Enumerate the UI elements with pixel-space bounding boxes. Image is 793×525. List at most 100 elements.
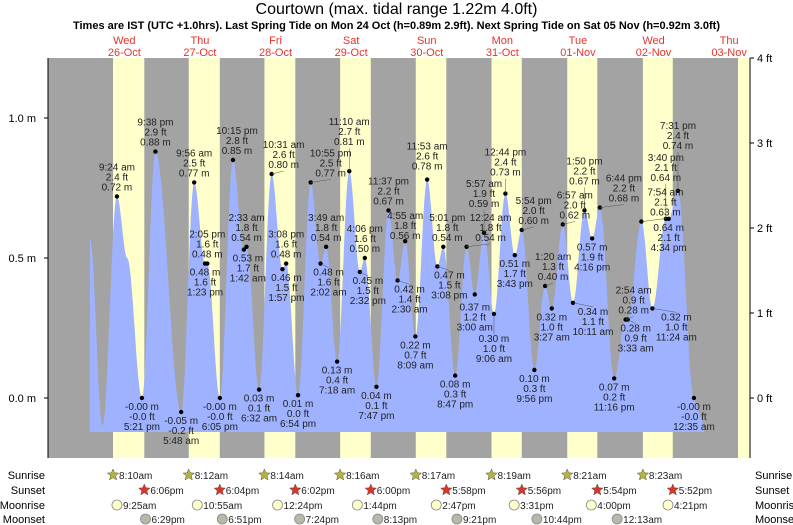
tide-label: 1.7 ft xyxy=(504,269,526,280)
tide-label: 0.9 ft xyxy=(625,334,647,345)
tide-label: 0.68 m xyxy=(609,194,640,205)
chart-title: Courtown (max. tidal range 1.22m 4.0ft) xyxy=(255,1,538,18)
tide-point xyxy=(424,177,430,182)
tide-label: 0.48 m xyxy=(313,268,344,279)
moonrise-time: 12:24pm xyxy=(284,501,323,512)
tide-point xyxy=(666,216,671,221)
tide-label: 2:30 am xyxy=(392,304,428,315)
tide-label: 0.42 m xyxy=(394,284,425,295)
moonset-row-label-right: Moonset xyxy=(755,514,793,525)
tide-label: 1.8 ft xyxy=(394,221,416,232)
tide-label: 11:53 am xyxy=(407,142,448,153)
tide-label: 0.54 m xyxy=(231,233,262,244)
day-date: 31-Oct xyxy=(486,47,519,59)
tide-label: 0.28 m xyxy=(618,306,649,317)
tide-label: 9:56 am xyxy=(176,148,212,159)
tide-label: 2.5 ft xyxy=(320,158,342,169)
moonset-icon xyxy=(372,513,384,525)
left-axis-tick-label: 0.0 m xyxy=(8,393,36,405)
left-axis-tick-label: 0.5 m xyxy=(8,253,36,265)
day-name: Thu xyxy=(720,35,739,47)
tide-point xyxy=(650,306,655,311)
tide-label: 2.9 ft xyxy=(144,128,166,139)
tide-label: 8:47 pm xyxy=(437,400,473,411)
tide-label: 0.40 m xyxy=(538,272,569,283)
tide-label: 0.48 m xyxy=(190,268,221,279)
tide-label: 5:48 am xyxy=(163,436,199,447)
day-date: 27-Oct xyxy=(183,47,216,59)
tide-label: 0.1 ft xyxy=(248,404,270,415)
moonset-row-label: Moonset xyxy=(3,514,45,525)
tide-label: 0.7 ft xyxy=(404,350,426,361)
sunset-icon xyxy=(666,483,680,496)
tide-label: 1.7 ft xyxy=(237,264,259,275)
tide-label: 2.6 ft xyxy=(416,152,438,163)
tide-label: 2.8 ft xyxy=(226,136,248,147)
tide-label-leader xyxy=(652,308,677,313)
tide-label: 0.67 m xyxy=(373,196,404,207)
left-axis-tick-label: 1.0 m xyxy=(8,113,36,125)
tide-label: 0.54 m xyxy=(311,233,342,244)
right-axis-tick-label: 4 ft xyxy=(757,53,772,65)
tide-point xyxy=(386,208,391,213)
tide-label: 1.6 ft xyxy=(275,240,297,251)
sunset-icon xyxy=(590,483,604,496)
tide-label: 4:06 pm xyxy=(347,224,383,235)
tide-label: 2.2 ft xyxy=(573,166,595,177)
sunset-icon xyxy=(137,483,151,496)
tide-label: 0.63 m xyxy=(650,208,681,219)
tide-label: 0.81 m xyxy=(334,137,365,148)
tide-label: 0.3 ft xyxy=(523,384,545,395)
tide-point xyxy=(549,306,554,311)
moonrise-icon xyxy=(191,499,203,511)
tide-label: 0.53 m xyxy=(233,254,264,265)
tide-label-leader xyxy=(521,226,534,231)
sunrise-icon xyxy=(182,468,196,481)
tide-label-leader xyxy=(397,280,410,285)
tide-label: 0.74 m xyxy=(663,141,694,152)
moonset-icon xyxy=(294,513,306,525)
day-name: Wed xyxy=(113,35,135,47)
right-axis-tick-label: 0 ft xyxy=(757,393,772,405)
right-axis-tick-label: 2 ft xyxy=(757,223,772,235)
sunset-icon xyxy=(364,483,378,496)
tide-label: 0.62 m xyxy=(560,210,591,221)
tide-label: 2:33 am xyxy=(228,213,264,224)
sunset-time: 5:58pm xyxy=(452,486,485,497)
tide-label: 3:49 am xyxy=(308,213,344,224)
tide-point xyxy=(280,267,285,272)
day-name: Sat xyxy=(343,35,360,47)
tide-point xyxy=(395,278,400,283)
tide-label: 0.54 m xyxy=(475,233,506,244)
moonrise-time: 9:25am xyxy=(123,501,156,512)
sunrise-icon xyxy=(106,468,120,481)
tide-label: 0.64 m xyxy=(651,173,682,184)
tide-label: 1.0 ft xyxy=(541,322,563,333)
sunset-row-label: Sunset xyxy=(11,485,45,497)
moonrise-time: 4:21pm xyxy=(674,501,707,512)
tide-label-leader xyxy=(320,263,329,268)
tide-label: 11:10 am xyxy=(329,117,370,128)
tide-label: 0.47 m xyxy=(434,270,465,281)
tide-label: 7:31 pm xyxy=(660,121,696,132)
tide-label: 3:27 am xyxy=(534,332,570,343)
tide-label: 3:08 pm xyxy=(268,230,304,241)
sunrise-time: 8:19am xyxy=(497,471,530,482)
tide-label-leader xyxy=(599,204,624,208)
tide-label: 0.57 m xyxy=(577,242,608,253)
tide-point xyxy=(295,393,301,398)
tide-label: 2.4 ft xyxy=(106,172,128,183)
tide-label: 11:37 pm xyxy=(368,176,409,187)
tide-label: 0.56 m xyxy=(390,231,421,242)
right-axis-tick-label: 3 ft xyxy=(757,138,772,150)
tide-label: 0.51 m xyxy=(500,259,531,270)
tide-label: 1.5 ft xyxy=(275,283,297,294)
tide-point xyxy=(217,395,223,401)
moonrise-time: 10:55am xyxy=(203,501,242,512)
moonrise-icon xyxy=(272,499,283,511)
tide-label: 2:05 pm xyxy=(189,230,225,241)
day-date: 02-Nov xyxy=(636,47,672,59)
day-name: Mon xyxy=(492,35,513,47)
sunrise-icon xyxy=(258,468,271,481)
sunrise-row-label: Sunrise xyxy=(8,470,45,482)
